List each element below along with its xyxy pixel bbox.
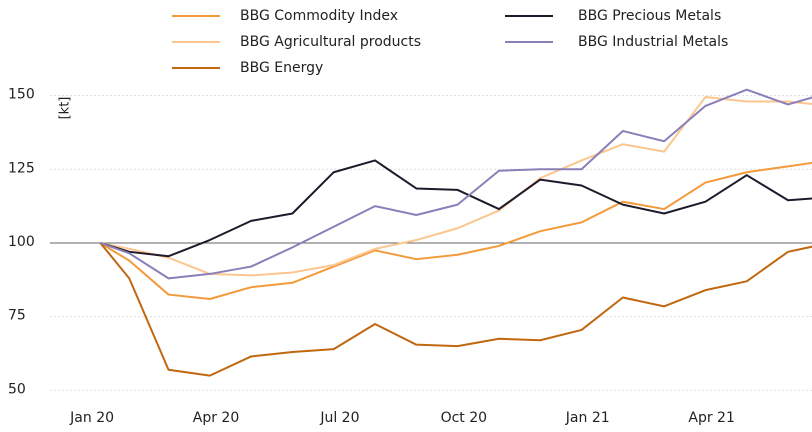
x-tick-label: Jan 21 <box>565 410 610 426</box>
legend-label: BBG Precious Metals <box>578 8 721 24</box>
legend-label: BBG Commodity Index <box>240 8 398 24</box>
legend-label: BBG Energy <box>240 60 323 76</box>
y-tick-label: 125 <box>8 160 35 176</box>
y-tick-label: 75 <box>8 308 26 324</box>
legend-label: BBG Agricultural products <box>240 34 421 50</box>
legend-label: BBG Industrial Metals <box>578 34 728 50</box>
x-tick-label: Jan 20 <box>69 410 114 426</box>
y-tick-label: 100 <box>8 234 35 250</box>
series-line <box>100 159 812 258</box>
x-tick-label: Oct 20 <box>441 410 487 426</box>
series-line <box>99 161 812 300</box>
series-line <box>99 242 812 377</box>
plot-area <box>99 88 812 377</box>
series-line <box>100 88 812 280</box>
x-tick-label: Jul 20 <box>319 410 359 426</box>
y-tick-label: 50 <box>8 381 26 397</box>
x-tick-label: Apr 20 <box>193 410 239 426</box>
y-axis-label: [kt] <box>58 97 73 120</box>
x-tick-label: Apr 21 <box>688 410 734 426</box>
y-tick-label: 150 <box>8 87 35 103</box>
series-line <box>100 96 812 277</box>
